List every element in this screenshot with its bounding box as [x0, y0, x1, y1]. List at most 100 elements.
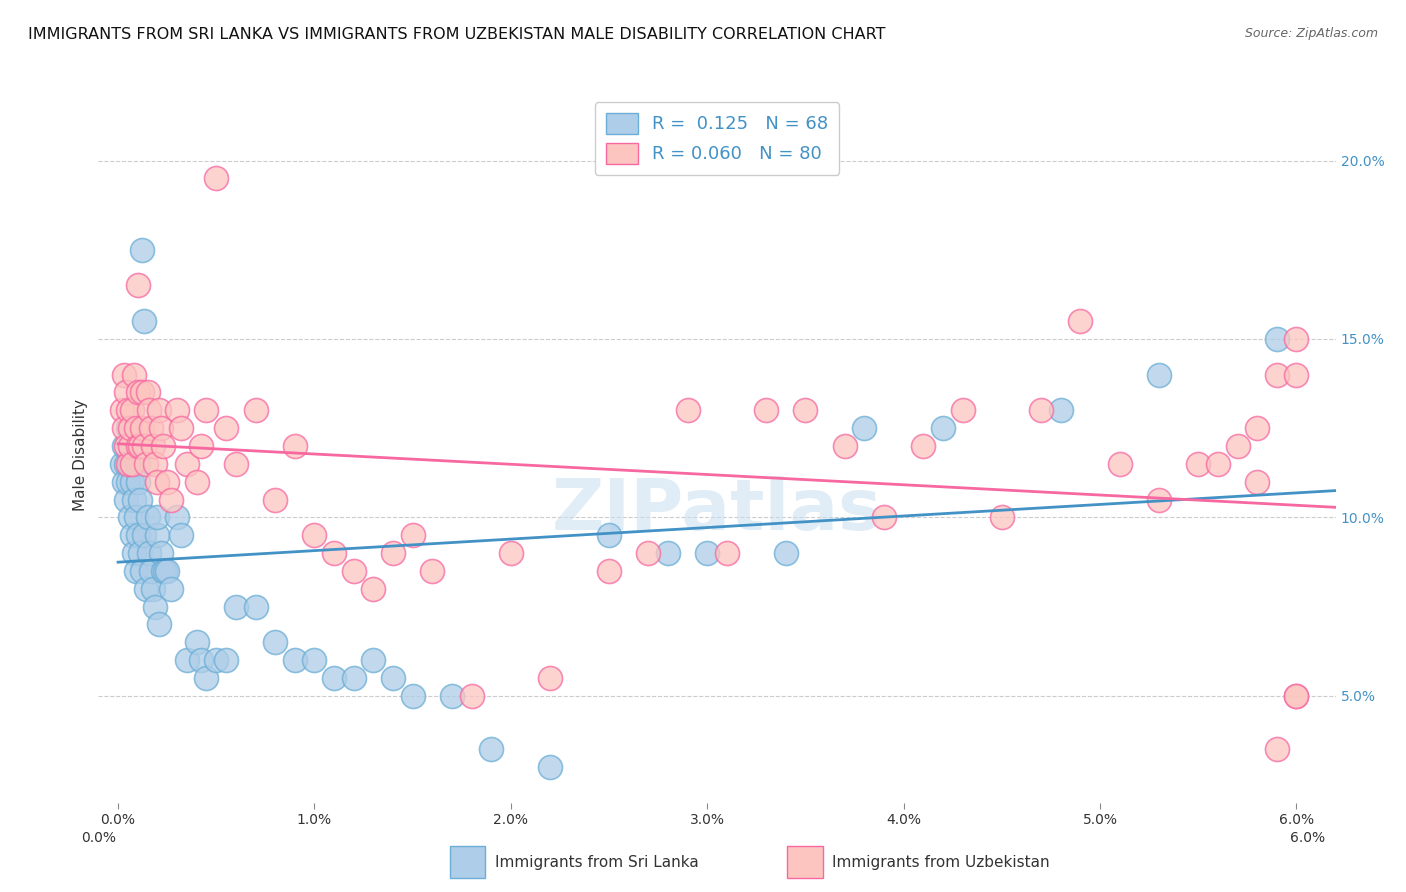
Point: [127, 278, 149, 293]
Point: [284, 653, 307, 667]
Point: [1265, 332, 1288, 346]
Point: [138, 546, 160, 560]
Point: [128, 546, 150, 560]
Point: [912, 439, 935, 453]
Point: [215, 653, 238, 667]
Point: [1265, 742, 1288, 756]
Point: [363, 582, 385, 596]
Point: [152, 439, 174, 453]
Point: [538, 671, 561, 685]
Point: [121, 475, 143, 489]
Point: [150, 546, 173, 560]
Point: [176, 457, 198, 471]
Point: [131, 421, 153, 435]
Point: [440, 689, 463, 703]
Point: [264, 635, 287, 649]
Point: [1069, 314, 1091, 328]
Point: [186, 475, 208, 489]
Point: [160, 492, 183, 507]
Point: [117, 457, 139, 471]
Text: Immigrants from Sri Lanka: Immigrants from Sri Lanka: [495, 855, 699, 870]
Text: ZIPatlas: ZIPatlas: [553, 476, 882, 545]
Legend: R =  0.125   N = 68, R = 0.060   N = 80: R = 0.125 N = 68, R = 0.060 N = 80: [595, 103, 839, 175]
Point: [156, 475, 179, 489]
Point: [135, 582, 157, 596]
Point: [657, 546, 679, 560]
Point: [141, 421, 163, 435]
Point: [132, 439, 155, 453]
Point: [112, 421, 135, 435]
Point: [479, 742, 502, 756]
Point: [1187, 457, 1209, 471]
Point: [991, 510, 1014, 524]
Point: [195, 403, 218, 417]
Point: [225, 457, 247, 471]
Point: [118, 457, 141, 471]
Point: [264, 492, 287, 507]
Point: [186, 635, 208, 649]
Bar: [450, 846, 485, 878]
Text: Immigrants from Uzbekistan: Immigrants from Uzbekistan: [832, 855, 1050, 870]
Point: [598, 528, 620, 542]
Point: [1265, 368, 1288, 382]
Point: [170, 528, 193, 542]
Point: [1147, 368, 1170, 382]
Point: [225, 599, 247, 614]
Point: [170, 421, 193, 435]
Point: [205, 653, 228, 667]
Point: [952, 403, 974, 417]
Point: [142, 582, 165, 596]
Point: [122, 546, 145, 560]
Point: [245, 599, 267, 614]
Point: [150, 421, 173, 435]
Point: [127, 457, 149, 471]
Point: [1108, 457, 1130, 471]
Point: [853, 421, 876, 435]
Point: [304, 528, 326, 542]
Point: [128, 439, 150, 453]
Point: [343, 671, 366, 685]
Point: [127, 528, 149, 542]
Point: [284, 439, 307, 453]
Text: 0.0%: 0.0%: [82, 831, 115, 846]
Point: [117, 475, 139, 489]
Point: [420, 564, 443, 578]
Point: [118, 421, 141, 435]
Point: [1226, 439, 1249, 453]
Point: [112, 439, 135, 453]
Point: [121, 457, 143, 471]
Point: [676, 403, 699, 417]
Point: [382, 671, 405, 685]
Point: [145, 599, 167, 614]
Point: [127, 475, 149, 489]
Point: [716, 546, 738, 560]
Point: [121, 403, 143, 417]
Point: [1246, 475, 1268, 489]
Point: [138, 403, 160, 417]
Point: [111, 457, 134, 471]
Point: [834, 439, 856, 453]
Bar: [787, 846, 823, 878]
Point: [112, 368, 135, 382]
Point: [1285, 332, 1308, 346]
Point: [195, 671, 218, 685]
Point: [125, 421, 148, 435]
Point: [131, 243, 153, 257]
Point: [152, 564, 174, 578]
Point: [873, 510, 896, 524]
Point: [538, 760, 561, 774]
Point: [190, 439, 212, 453]
Point: [127, 385, 149, 400]
Point: [135, 457, 157, 471]
Point: [131, 564, 153, 578]
Point: [775, 546, 797, 560]
Point: [128, 492, 150, 507]
Point: [153, 564, 176, 578]
Point: [1285, 689, 1308, 703]
Point: [205, 171, 228, 186]
Point: [1147, 492, 1170, 507]
Point: [166, 510, 188, 524]
Point: [115, 439, 138, 453]
Point: [160, 582, 183, 596]
Point: [131, 385, 153, 400]
